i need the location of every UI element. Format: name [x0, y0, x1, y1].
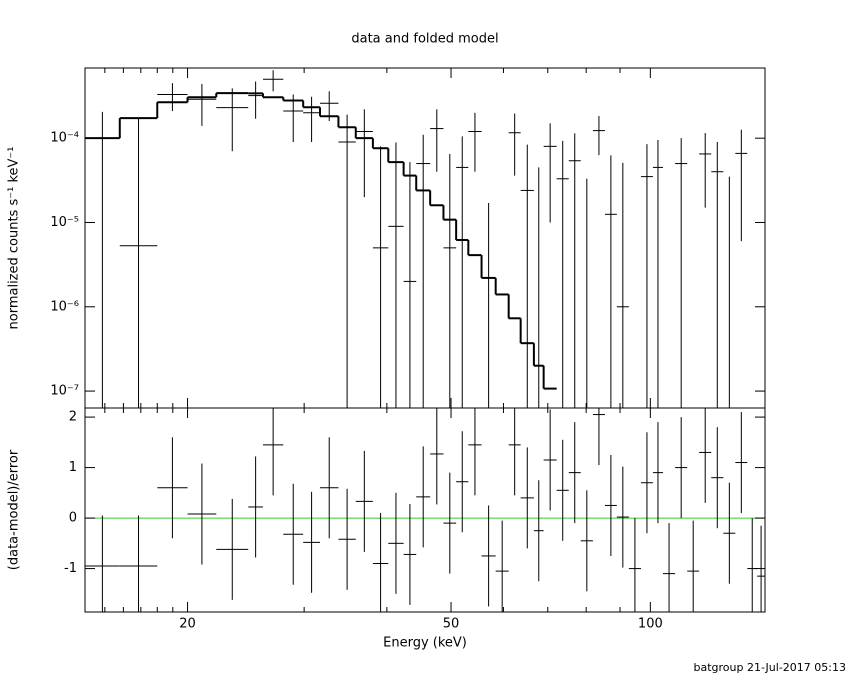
y-tick-label: 2 [69, 410, 77, 425]
x-axis-label: Energy (keV) [383, 636, 467, 651]
y-axis-label: (data-model)/error [7, 449, 22, 570]
plot-frame [84, 407, 766, 613]
y-tick-label: 10⁻⁴ [50, 131, 79, 146]
x-tick-label: 20 [179, 617, 196, 632]
y-tick-label: 1 [69, 460, 77, 475]
footer: batgroup 21-Jul-2017 05:13 [694, 661, 847, 674]
x-tick-label: 100 [638, 617, 663, 632]
y-axis-label: normalized counts s⁻¹ keV⁻¹ [7, 147, 22, 330]
residual-panel [85, 408, 765, 612]
y-tick-label: 10⁻⁶ [50, 299, 79, 314]
y-tick-label: -1 [64, 561, 77, 576]
spectrum-panel [85, 70, 748, 408]
y-tick-label: 10⁻⁷ [50, 384, 79, 399]
y-tick-label: 10⁻⁵ [50, 215, 79, 230]
chart-title: data and folded model [351, 32, 498, 47]
axes: 10⁻⁷ 10⁻⁶ 10⁻⁵ 10⁻⁴ -1 0 1 2 20 50 100 [50, 68, 765, 632]
x-tick-label: 50 [443, 617, 460, 632]
y-tick-label: 0 [69, 511, 77, 526]
